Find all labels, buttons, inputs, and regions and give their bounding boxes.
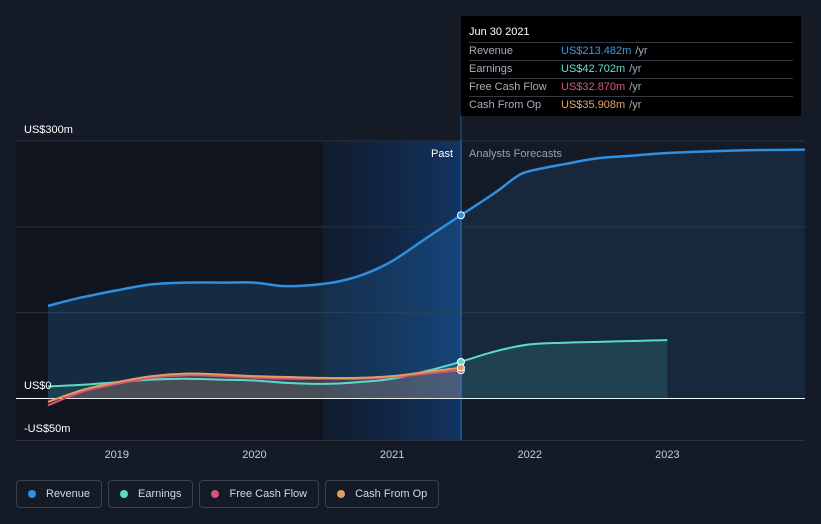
cash-from-op-point (456, 363, 465, 372)
legend-item-free-cash-flow[interactable]: Free Cash Flow (199, 480, 320, 508)
earnings-dot-icon (120, 490, 129, 498)
legend-label: Revenue (46, 488, 91, 500)
x-tick-label: 2021 (380, 449, 404, 461)
tooltip-date: Jun 30 2021 (469, 26, 530, 38)
series-lines (47, 148, 806, 407)
tooltip-row-earnings: Earnings US$42.702m /yr (469, 60, 793, 78)
x-axis-labels: 2019 2020 2021 2022 2023 (105, 449, 680, 461)
tooltip-label: Cash From Op (469, 99, 542, 111)
legend-item-earnings[interactable]: Earnings (108, 480, 194, 508)
earnings-area (48, 361, 461, 399)
tooltip-label: Free Cash Flow (469, 81, 547, 93)
tooltip-unit: /yr (629, 63, 642, 75)
revenue-forecast-area (460, 149, 805, 399)
legend-label: Cash From Op (355, 488, 428, 500)
series-areas (48, 149, 805, 406)
forecast-label: Analysts Forecasts (469, 148, 562, 160)
series-points (456, 211, 465, 375)
y-tick-label: US$300m (24, 124, 73, 136)
x-tick-label: 2023 (655, 449, 679, 461)
tooltip-row-cash-from-op: Cash From Op US$35.908m /yr (469, 96, 793, 114)
tooltip-label: Revenue (469, 45, 514, 57)
tooltip-unit: /yr (635, 45, 648, 57)
free-cash-flow-dot-icon (211, 490, 220, 498)
past-highlight-band (323, 141, 462, 440)
tooltip-value: US$42.702m (561, 63, 626, 75)
tooltip-value: US$213.482m (561, 45, 632, 57)
x-tick-label: 2019 (105, 449, 129, 461)
tooltip-row-revenue: Revenue US$213.482m /yr (469, 42, 793, 60)
legend-item-cash-from-op[interactable]: Cash From Op (325, 480, 440, 508)
y-tick-label: US$0 (24, 380, 52, 392)
tooltip-value: US$32.870m (561, 81, 626, 93)
legend-label: Earnings (138, 488, 182, 500)
earnings-forecast-area (460, 340, 668, 399)
revenue-forecast-line (460, 148, 806, 217)
legend: Revenue Earnings Free Cash Flow Cash Fro… (16, 480, 440, 508)
legend-item-revenue[interactable]: Revenue (16, 480, 103, 508)
earnings-forecast-line (460, 339, 668, 363)
tooltip-unit: /yr (629, 99, 642, 111)
y-axis-labels: US$300m US$0 -US$50m (24, 124, 73, 435)
tooltip-label: Earnings (469, 63, 513, 75)
x-tick-label: 2020 (242, 449, 266, 461)
tooltip-value: US$35.908m (561, 99, 626, 111)
cash-from-op-dot-icon (337, 490, 346, 498)
revenue-area (48, 215, 461, 399)
legend-label: Free Cash Flow (229, 488, 308, 500)
revenue-line (47, 214, 462, 308)
grid (16, 140, 805, 441)
tooltip-row-free-cash-flow: Free Cash Flow US$32.870m /yr (469, 78, 793, 96)
y-tick-label: -US$50m (24, 423, 70, 435)
cash-from-op-line (47, 366, 462, 403)
revenue-point (456, 211, 465, 220)
x-tick-label: 2022 (517, 449, 541, 461)
tooltip: Jun 30 2021 Revenue US$213.482m /yr Earn… (461, 16, 801, 116)
tooltip-unit: /yr (629, 81, 642, 93)
revenue-dot-icon (28, 490, 36, 498)
past-label: Past (431, 148, 453, 160)
